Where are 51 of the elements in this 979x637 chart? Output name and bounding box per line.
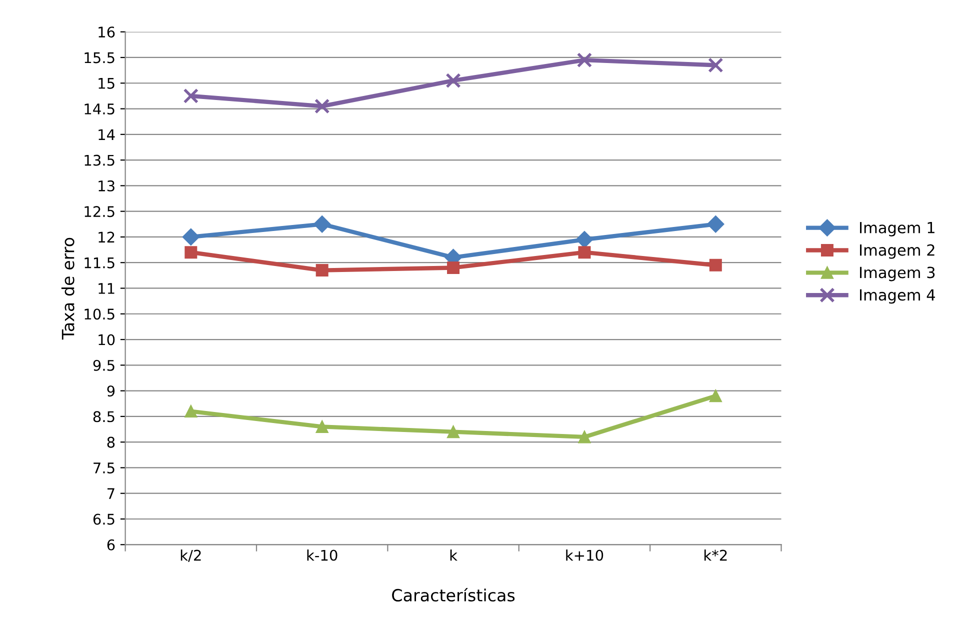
point [447,261,460,274]
point [316,264,328,277]
legend-label: Imagem 2 [860,244,934,259]
point [314,216,331,233]
y-tick-label: 12.5 [84,206,114,218]
point [447,426,460,438]
x-axis-title: Características [392,588,515,602]
legend-label: Imagem 1 [860,222,934,236]
point [314,98,330,114]
x-tick-label: k*2 [704,549,727,561]
y-tick-label: 9 [107,386,115,397]
y-tick-label: 10.5 [84,308,114,320]
y-tick-label: 7 [108,488,114,499]
point [183,88,199,104]
y-tick-label: 8.5 [93,411,114,422]
point [576,230,594,248]
y-tick-label: 8 [107,436,115,448]
point [709,258,722,272]
point [576,52,592,68]
y-tick-label: 10 [98,334,115,346]
x-tick-label: k/2 [180,549,201,562]
y-tick-label: 6 [107,539,115,550]
x-tick-label: k-10 [307,549,338,561]
point [578,430,591,444]
point [184,405,198,418]
x-tick-label: k [450,549,458,561]
point [446,72,461,88]
point [184,246,198,259]
y-tick-label: 15.5 [84,52,114,64]
point [182,228,200,246]
y-tick-label: 13 [98,180,114,192]
x-tick-label: k+10 [566,549,604,561]
point [708,58,724,73]
y-tick-label: 16 [98,26,115,38]
point [316,420,328,433]
y-tick-label: 14.5 [84,104,114,115]
point [709,390,722,402]
legend-label: Imagem 3 [860,266,935,282]
y-tick-label: 6.5 [93,514,114,525]
y-tick-label: 15 [98,78,114,89]
y-tick-label: 14 [98,129,115,140]
y-tick-label: 12 [98,232,114,243]
point [707,216,724,233]
y-tick-label: 11.5 [84,258,114,268]
y-tick-label: 11 [98,283,114,294]
y-axis-title: Taxa de erro [61,238,74,340]
y-tick-label: 9.5 [93,360,114,371]
y-tick-label: 13.5 [84,154,114,166]
y-tick-label: 7.5 [94,462,114,474]
legend-label: Imagem 4 [860,289,935,304]
point [578,246,591,259]
